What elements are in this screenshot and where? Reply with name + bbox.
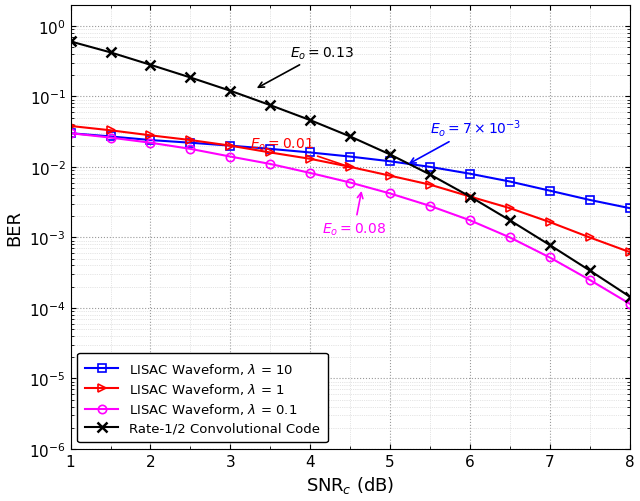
Y-axis label: BER: BER [6,209,24,245]
LISAC Waveform, $\lambda$ = 1 [586,235,593,241]
Line: LISAC Waveform, $\lambda$ = 0.1: LISAC Waveform, $\lambda$ = 0.1 [67,130,634,308]
Rate-1/2 Convolutional Code [586,268,593,274]
LISAC Waveform, $\lambda$ = 0.1 [107,135,115,141]
LISAC Waveform, $\lambda$ = 1 [107,128,115,134]
LISAC Waveform, $\lambda$ = 1 [506,206,514,212]
LISAC Waveform, $\lambda$ = 1 [67,124,74,130]
LISAC Waveform, $\lambda$ = 10 [307,150,314,156]
Rate-1/2 Convolutional Code [266,103,274,109]
LISAC Waveform, $\lambda$ = 10 [227,143,234,149]
LISAC Waveform, $\lambda$ = 0.1 [67,131,74,137]
LISAC Waveform, $\lambda$ = 1 [546,219,554,225]
Rate-1/2 Convolutional Code [227,89,234,95]
LISAC Waveform, $\lambda$ = 0.1 [147,140,154,146]
Rate-1/2 Convolutional Code [546,242,554,248]
Rate-1/2 Convolutional Code [346,134,354,140]
LISAC Waveform, $\lambda$ = 1 [466,194,474,200]
Rate-1/2 Convolutional Code [307,118,314,124]
LISAC Waveform, $\lambda$ = 10 [466,171,474,177]
LISAC Waveform, $\lambda$ = 10 [506,179,514,185]
Text: $E_o = 0.01$: $E_o = 0.01$ [250,137,349,168]
LISAC Waveform, $\lambda$ = 0.1 [266,162,274,168]
LISAC Waveform, $\lambda$ = 10 [67,131,74,137]
LISAC Waveform, $\lambda$ = 1 [307,156,314,162]
Line: LISAC Waveform, $\lambda$ = 10: LISAC Waveform, $\lambda$ = 10 [67,130,634,213]
Legend: LISAC Waveform, $\lambda$ = 10, LISAC Waveform, $\lambda$ = 1, LISAC Waveform, $: LISAC Waveform, $\lambda$ = 10, LISAC Wa… [77,353,328,442]
LISAC Waveform, $\lambda$ = 1 [386,173,394,179]
Rate-1/2 Convolutional Code [466,194,474,200]
LISAC Waveform, $\lambda$ = 1 [227,143,234,149]
LISAC Waveform, $\lambda$ = 10 [186,140,194,146]
LISAC Waveform, $\lambda$ = 0.1 [307,171,314,177]
LISAC Waveform, $\lambda$ = 0.1 [466,218,474,224]
LISAC Waveform, $\lambda$ = 1 [346,164,354,170]
Rate-1/2 Convolutional Code [107,50,115,56]
LISAC Waveform, $\lambda$ = 0.1 [386,191,394,197]
Rate-1/2 Convolutional Code [67,40,74,46]
Text: $E_o = 7 \times 10^{-3}$: $E_o = 7 \times 10^{-3}$ [410,117,522,164]
LISAC Waveform, $\lambda$ = 10 [147,138,154,144]
LISAC Waveform, $\lambda$ = 1 [426,182,434,188]
LISAC Waveform, $\lambda$ = 0.1 [227,154,234,160]
LISAC Waveform, $\lambda$ = 10 [386,159,394,165]
Line: Rate-1/2 Convolutional Code: Rate-1/2 Convolutional Code [66,38,634,302]
LISAC Waveform, $\lambda$ = 1 [147,133,154,139]
LISAC Waveform, $\lambda$ = 0.1 [186,147,194,153]
LISAC Waveform, $\lambda$ = 1 [266,150,274,156]
LISAC Waveform, $\lambda$ = 0.1 [506,235,514,241]
Rate-1/2 Convolutional Code [186,75,194,81]
LISAC Waveform, $\lambda$ = 0.1 [426,203,434,209]
LISAC Waveform, $\lambda$ = 0.1 [546,255,554,261]
LISAC Waveform, $\lambda$ = 10 [426,164,434,170]
LISAC Waveform, $\lambda$ = 10 [586,197,593,203]
LISAC Waveform, $\lambda$ = 1 [186,138,194,144]
Line: LISAC Waveform, $\lambda$ = 1: LISAC Waveform, $\lambda$ = 1 [67,123,634,257]
LISAC Waveform, $\lambda$ = 1 [626,249,634,256]
LISAC Waveform, $\lambda$ = 10 [266,147,274,153]
Rate-1/2 Convolutional Code [386,152,394,158]
LISAC Waveform, $\lambda$ = 10 [626,206,634,212]
LISAC Waveform, $\lambda$ = 10 [346,154,354,160]
Rate-1/2 Convolutional Code [147,63,154,69]
LISAC Waveform, $\lambda$ = 0.1 [346,180,354,186]
Rate-1/2 Convolutional Code [506,218,514,224]
Text: $E_o = 0.08$: $E_o = 0.08$ [322,193,387,237]
X-axis label: SNR$_c$ (dB): SNR$_c$ (dB) [306,474,394,495]
Text: $E_o = 0.13$: $E_o = 0.13$ [259,45,354,88]
LISAC Waveform, $\lambda$ = 10 [107,134,115,140]
LISAC Waveform, $\lambda$ = 0.1 [626,301,634,307]
Rate-1/2 Convolutional Code [426,172,434,178]
Rate-1/2 Convolutional Code [626,294,634,300]
LISAC Waveform, $\lambda$ = 10 [546,188,554,194]
LISAC Waveform, $\lambda$ = 0.1 [586,278,593,284]
